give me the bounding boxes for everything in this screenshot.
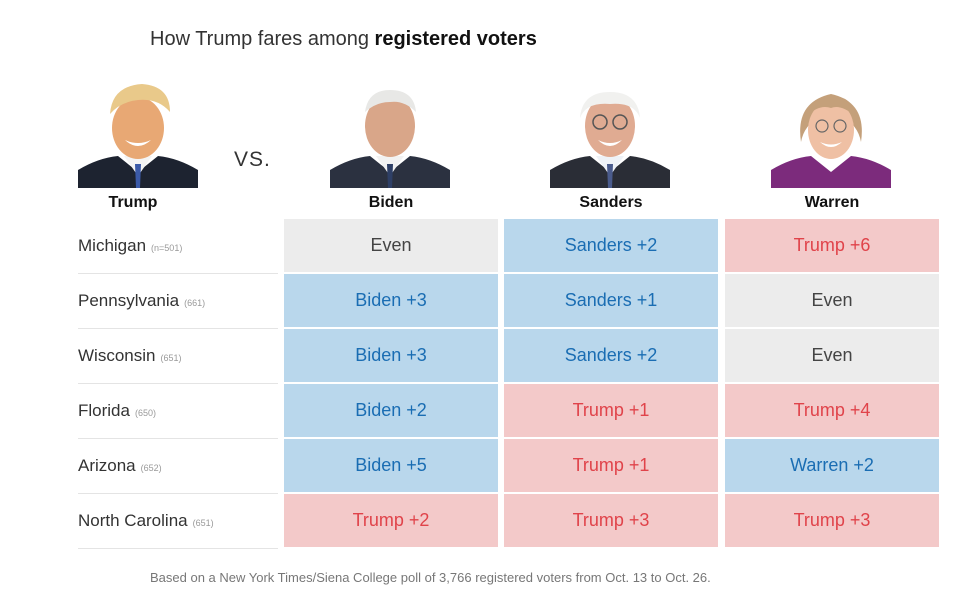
margin-cell: Even [284,219,498,272]
row-divider [78,383,278,384]
row-divider [78,438,278,439]
title-prefix: How Trump fares among [150,28,375,50]
margin-cell: Biden +3 [284,274,498,327]
margin-cell: Sanders +1 [504,274,718,327]
sample-size: (661) [184,297,206,308]
state-name: Michigan [78,236,147,255]
row-label: Pennsylvania (661) [78,274,278,328]
row-divider [78,548,278,549]
chart-title: How Trump fares among registered voters [150,28,537,51]
state-name: Pennsylvania [78,291,180,310]
margin-cell: Even [725,329,939,382]
title-emphasis: registered voters [374,28,537,50]
margin-cell: Trump +3 [725,494,939,547]
sample-size: (651) [192,517,214,528]
column-header-warren: Warren [804,194,860,211]
sample-size: (651) [160,352,182,363]
column-header-sanders: Sanders [579,194,643,211]
row-divider [78,328,278,329]
margin-cell: Biden +2 [284,384,498,437]
warren-portrait [771,72,891,188]
state-name: Florida [78,401,130,420]
margin-cell: Trump +3 [504,494,718,547]
column-header-trump: Trump [108,194,158,211]
biden-portrait [330,72,450,188]
source-footnote: Based on a New York Times/Siena College … [150,570,711,585]
row-label: Florida (650) [78,384,278,438]
column-header-biden: Biden [368,194,414,211]
sample-size: (652) [140,462,162,473]
row-label: North Carolina (651) [78,494,278,548]
sample-size: (650) [134,407,156,418]
versus-label: VS. [234,148,271,171]
margin-cell: Sanders +2 [504,219,718,272]
margin-cell: Trump +2 [284,494,498,547]
state-name: Arizona [78,456,136,475]
state-name: Wisconsin [78,346,156,365]
row-divider [78,493,278,494]
margin-cell: Even [725,274,939,327]
margin-cell: Trump +6 [725,219,939,272]
row-label: Arizona (652) [78,439,278,493]
sanders-portrait [550,72,670,188]
row-label: Michigan (n=501) [78,219,278,273]
state-name: North Carolina [78,511,188,530]
row-divider [78,273,278,274]
margin-cell: Trump +1 [504,384,718,437]
margin-cell: Biden +3 [284,329,498,382]
trump-portrait [78,72,198,188]
margin-cell: Sanders +2 [504,329,718,382]
row-label: Wisconsin (651) [78,329,278,383]
margin-cell: Trump +1 [504,439,718,492]
sample-size: (n=501) [151,242,183,253]
margin-cell: Warren +2 [725,439,939,492]
margin-cell: Biden +5 [284,439,498,492]
margin-cell: Trump +4 [725,384,939,437]
